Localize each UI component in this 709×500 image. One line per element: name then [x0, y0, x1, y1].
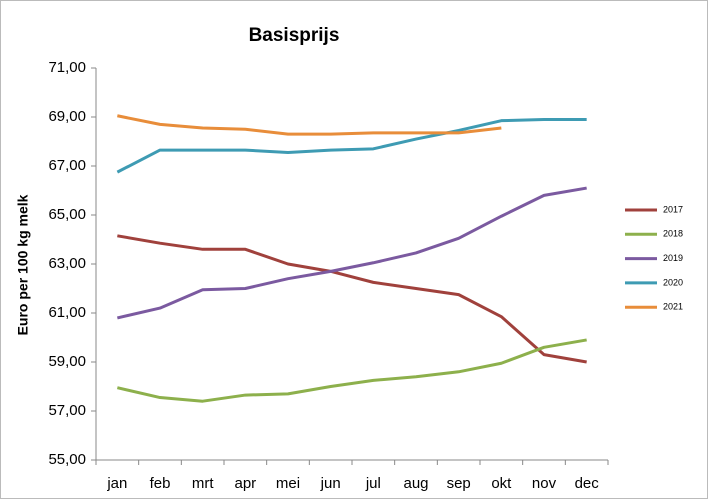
legend-label: 2017 [663, 204, 683, 214]
x-tick-label: okt [491, 475, 512, 492]
y-tick-label: 55,00 [48, 451, 86, 468]
y-tick-label: 65,00 [48, 206, 86, 223]
chart-title: Basisprijs [249, 25, 340, 46]
y-axis-label: Euro per 100 kg melk [15, 194, 31, 335]
y-tick-label: 67,00 [48, 157, 86, 174]
x-tick-label: jul [365, 475, 381, 492]
series-line [116, 338, 587, 403]
y-tick-label: 57,00 [48, 402, 86, 419]
x-tick-label: jun [320, 475, 341, 492]
y-tick-label: 69,00 [48, 108, 86, 125]
legend-label: 2021 [663, 302, 683, 312]
y-tick-label: 61,00 [48, 304, 86, 321]
y-tick-label: 59,00 [48, 353, 86, 370]
x-tick-label: aug [403, 475, 428, 492]
legend-label: 2019 [663, 253, 683, 263]
series-line [117, 114, 502, 136]
x-tick-label: nov [532, 475, 557, 492]
x-tick-label: mei [276, 475, 300, 492]
x-tick-label: mrt [192, 475, 214, 492]
legend-label: 2020 [663, 277, 683, 287]
x-tick-label: jan [106, 475, 127, 492]
y-tick-label: 63,00 [48, 255, 86, 272]
y-tick-label: 71,00 [48, 59, 86, 76]
x-tick-label: dec [575, 475, 600, 492]
series-line [117, 234, 587, 364]
x-tick-label: apr [234, 475, 256, 492]
series-line [116, 186, 587, 320]
x-tick-label: sep [447, 475, 471, 492]
x-tick-label: feb [150, 475, 171, 492]
series-line [116, 117, 587, 174]
legend-label: 2018 [663, 229, 683, 239]
